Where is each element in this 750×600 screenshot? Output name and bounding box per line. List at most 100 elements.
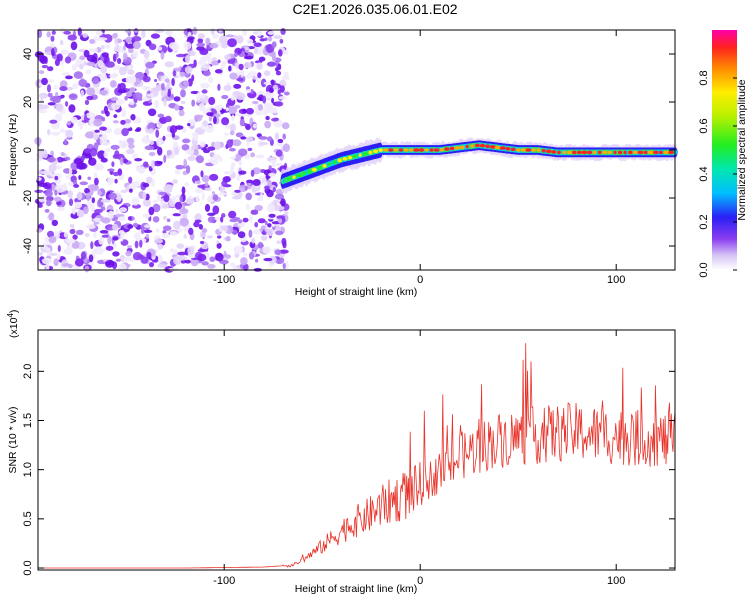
- noise-blob: [277, 89, 281, 95]
- ridge-peak: [602, 150, 608, 155]
- noise-blob: [129, 87, 136, 93]
- noise-blob: [239, 118, 245, 127]
- noise-blob: [170, 248, 175, 253]
- noise-blob: [242, 29, 248, 36]
- noise-blob: [101, 116, 106, 122]
- noise-blob: [56, 206, 65, 212]
- ridge-peak: [403, 148, 409, 152]
- noise-blob: [45, 263, 50, 271]
- noise-blob: [284, 211, 289, 216]
- noise-blob: [221, 213, 226, 218]
- noise-blob: [199, 48, 209, 56]
- noise-blob: [228, 147, 236, 152]
- noise-blob: [256, 62, 263, 70]
- noise-blob: [73, 71, 84, 79]
- noise-blob: [65, 101, 69, 107]
- noise-blob: [209, 256, 216, 263]
- noise-blob: [260, 235, 268, 241]
- ridge-peak: [317, 166, 322, 170]
- noise-blob: [192, 133, 199, 141]
- noise-blob: [151, 178, 155, 188]
- y-tick-label: 0: [22, 147, 34, 153]
- noise-blob: [199, 231, 206, 238]
- noise-blob: [34, 189, 44, 193]
- noise-blob: [142, 198, 151, 207]
- noise-blob: [174, 104, 180, 111]
- ridge-peak: [311, 167, 318, 172]
- noise-blob: [88, 254, 94, 263]
- noise-blob: [275, 149, 283, 157]
- noise-blob: [179, 195, 183, 203]
- noise-blob: [83, 206, 89, 215]
- ridge-peak: [647, 150, 654, 155]
- noise-blob: [42, 169, 53, 176]
- noise-blob: [56, 200, 62, 206]
- ridge-peak: [449, 146, 455, 151]
- y-tick-label: 0.5: [22, 511, 34, 526]
- noise-blob: [169, 198, 173, 206]
- noise-blob: [217, 83, 221, 91]
- noise-blob: [149, 140, 154, 146]
- noise-blob: [53, 258, 59, 267]
- noise-blob: [56, 253, 61, 261]
- noise-blob: [157, 263, 167, 268]
- noise-blob: [38, 194, 47, 203]
- noise-blob: [229, 130, 235, 136]
- noise-blob: [37, 251, 44, 256]
- ridge-peak: [663, 150, 669, 155]
- noise-blob: [112, 251, 120, 257]
- ridge-peak: [541, 148, 546, 153]
- noise-blob: [127, 224, 133, 229]
- ridge-peak: [439, 148, 444, 152]
- noise-blob: [47, 79, 55, 83]
- ridge-peak: [643, 150, 648, 155]
- noise-blob: [230, 164, 235, 174]
- ridge-peak: [459, 145, 465, 150]
- y-tick-label: 40: [22, 48, 34, 60]
- noise-blob: [120, 119, 126, 125]
- noise-blob: [200, 170, 204, 178]
- noise-blob: [79, 63, 84, 70]
- noise-blob: [228, 65, 232, 72]
- noise-blob: [69, 228, 76, 235]
- noise-blob: [245, 179, 254, 184]
- noise-blob: [187, 36, 195, 40]
- noise-blob: [267, 36, 273, 42]
- noise-blob: [255, 103, 259, 112]
- noise-blob: [77, 27, 82, 36]
- noise-blob: [125, 148, 135, 155]
- x-tick-label: -100: [213, 575, 235, 587]
- noise-blob: [98, 237, 105, 245]
- noise-blob: [262, 95, 267, 104]
- noise-blob: [207, 146, 216, 151]
- spectrogram-x-ticks: -100 0 100: [213, 30, 625, 286]
- noise-blob: [84, 265, 90, 273]
- noise-blob: [67, 190, 74, 199]
- noise-blob: [264, 37, 268, 41]
- noise-blob: [201, 192, 205, 201]
- noise-blob: [281, 122, 290, 130]
- ridge-peak: [296, 173, 302, 178]
- noise-blob: [118, 82, 126, 91]
- noise-blob: [61, 72, 70, 76]
- noise-blob: [56, 53, 63, 62]
- noise-blob: [266, 189, 274, 198]
- noise-blob: [279, 38, 284, 44]
- noise-blob: [41, 257, 52, 265]
- noise-blob: [162, 225, 172, 231]
- noise-blob: [104, 44, 111, 49]
- noise-blob: [83, 60, 87, 67]
- noise-blob: [47, 84, 51, 93]
- ridge-peak: [592, 150, 597, 155]
- noise-blob: [281, 237, 287, 246]
- noise-blob: [188, 227, 194, 235]
- noise-blob: [166, 184, 174, 188]
- noise-blob: [234, 252, 240, 258]
- noise-blob: [245, 136, 254, 143]
- noise-blob: [148, 206, 155, 216]
- noise-blob: [157, 243, 164, 250]
- noise-blob: [277, 218, 283, 224]
- noise-blob: [258, 56, 266, 62]
- noise-blob: [271, 97, 275, 104]
